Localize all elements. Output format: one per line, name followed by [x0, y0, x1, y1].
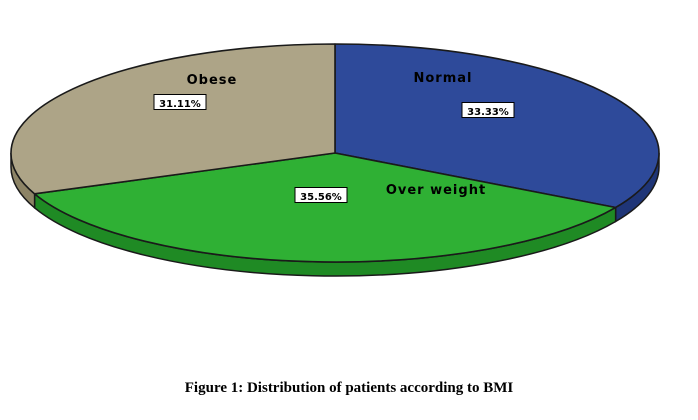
slice-name-normal: Normal	[414, 71, 473, 86]
data-label-box-obese	[153, 94, 207, 110]
pie-labels: Normal 33.33% Over weight 35.56% Obese 31.11%	[153, 71, 515, 203]
pie-slice-over-weight	[33, 152, 617, 263]
pie-chart: Normal 33.33% Over weight 35.56% Obese 31.11%	[10, 43, 660, 277]
pie-slices	[10, 43, 660, 263]
pie-slice-normal	[334, 43, 660, 209]
slice-name-obese: Obese	[187, 73, 238, 88]
pie-slice-obese	[10, 43, 336, 195]
slice-name-over-weight: Over weight	[386, 183, 486, 198]
data-label-box-over-weight	[294, 187, 348, 203]
figure-caption: Figure 1: Distribution of patients accor…	[184, 380, 514, 396]
data-label-over-weight: 35.56%	[300, 192, 342, 203]
data-label-obese: 31.11%	[159, 99, 201, 110]
data-label-box-normal	[461, 102, 515, 118]
data-label-normal: 33.33%	[467, 107, 509, 118]
